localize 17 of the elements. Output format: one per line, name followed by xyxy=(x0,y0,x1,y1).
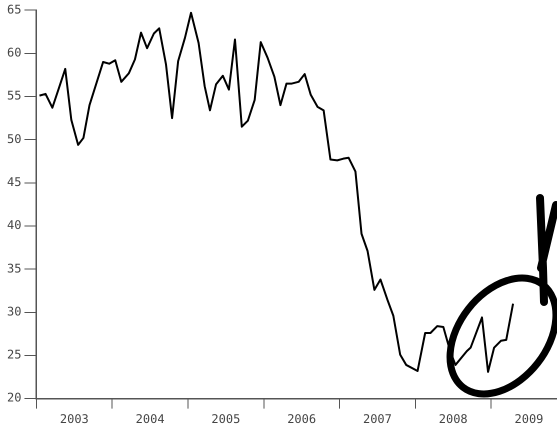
y-tick-label: 60 xyxy=(6,45,22,60)
x-tick-label: 2007 xyxy=(362,412,392,426)
y-tick-label: 65 xyxy=(6,2,22,16)
x-tick-label: 2008 xyxy=(438,412,468,426)
y-tick-label: 35 xyxy=(6,261,22,276)
y-tick-label: 55 xyxy=(6,88,22,103)
y-tick-label: 50 xyxy=(6,132,22,146)
x-tick-label: 2006 xyxy=(287,412,316,426)
y-tick-label: 30 xyxy=(6,304,22,318)
x-tick-label: 2004 xyxy=(136,412,165,426)
y-tick-label: 25 xyxy=(6,348,22,362)
y-tick-label: 45 xyxy=(6,174,22,189)
x-tick-label: 2003 xyxy=(60,412,89,426)
x-tick-label: 2009 xyxy=(514,412,544,426)
y-tick-label: 20 xyxy=(6,390,22,405)
y-tick-label: 40 xyxy=(6,218,22,232)
x-tick-label: 2005 xyxy=(211,412,240,426)
